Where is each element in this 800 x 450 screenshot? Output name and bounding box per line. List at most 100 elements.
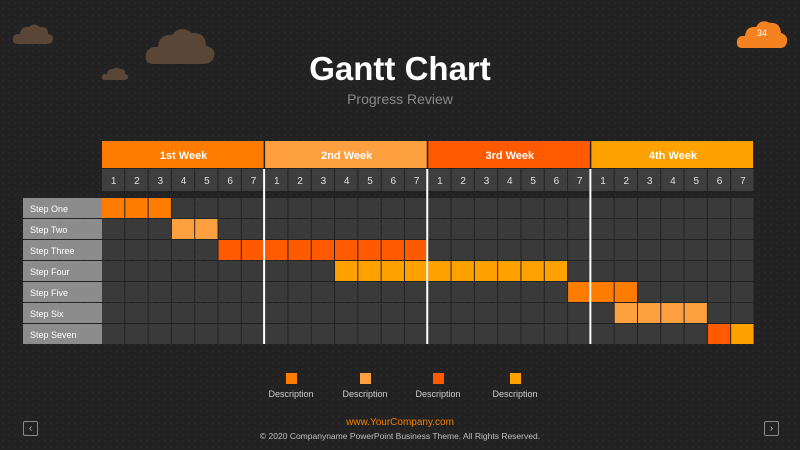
gantt-cell (498, 219, 521, 239)
gantt-cell (311, 240, 335, 260)
gantt-cell (102, 198, 125, 218)
day-number: 5 (367, 176, 373, 187)
gantt-cell (102, 324, 125, 344)
gantt-cell (428, 261, 451, 281)
legend-label: Description (492, 389, 538, 399)
gantt-cell (218, 303, 241, 323)
gantt-cell (241, 324, 265, 344)
legend-swatch (285, 373, 297, 384)
gantt-cell (614, 324, 637, 344)
gantt-cell (358, 324, 381, 344)
gantt-cell (171, 240, 195, 260)
week-header (102, 141, 264, 168)
gantt-cell (637, 303, 661, 323)
gantt-cell (125, 282, 148, 302)
gantt-cell (498, 198, 521, 218)
gantt-cell (684, 324, 707, 344)
legend-item: Description (403, 373, 473, 399)
gantt-cell (148, 282, 171, 302)
gantt-cell (474, 198, 498, 218)
day-header-cell (335, 169, 358, 191)
day-header-cell (544, 169, 568, 191)
gantt-cell (404, 303, 428, 323)
gantt-cell (241, 303, 265, 323)
gantt-cell (171, 324, 195, 344)
gantt-cell (265, 261, 288, 281)
gantt-cell (195, 219, 218, 239)
gantt-cell (591, 282, 614, 302)
gantt-cell (568, 324, 591, 344)
gantt-cell (404, 324, 428, 344)
gantt-cell (265, 219, 288, 239)
day-header-cell (171, 169, 195, 191)
prev-slide-button[interactable]: ‹ (23, 421, 38, 436)
next-slide-button[interactable]: › (764, 421, 779, 436)
day-header-cell (731, 169, 754, 191)
day-header-cell (591, 169, 614, 191)
gantt-cell (521, 219, 544, 239)
day-header-cell (707, 169, 731, 191)
day-number: 4 (181, 176, 187, 187)
day-number: 2 (624, 176, 630, 187)
day-number: 4 (344, 176, 350, 187)
gantt-cell (707, 303, 731, 323)
gantt-cell (474, 261, 498, 281)
gantt-cell (335, 198, 358, 218)
gantt-cell (614, 198, 637, 218)
task-label: Step One (30, 204, 68, 214)
gantt-cell (125, 240, 148, 260)
footer-url[interactable]: www.YourCompany.com (346, 417, 454, 428)
gantt-cell (498, 282, 521, 302)
gantt-cell (335, 219, 358, 239)
task-label: Step Six (30, 309, 64, 319)
gantt-cell (568, 303, 591, 323)
gantt-cell (661, 219, 684, 239)
day-header-cell (451, 169, 474, 191)
week-header-label: 1st Week (160, 150, 208, 162)
gantt-cell (102, 261, 125, 281)
gantt-cell (241, 219, 265, 239)
gantt-cell (731, 261, 754, 281)
day-number: 6 (554, 176, 560, 187)
gantt-cell (544, 324, 568, 344)
cloud-icon (145, 28, 215, 64)
gantt-cell (614, 240, 637, 260)
gantt-cell (195, 282, 218, 302)
gantt-cell (102, 303, 125, 323)
gantt-cell (451, 219, 474, 239)
day-header-cell (661, 169, 684, 191)
gantt-cell (102, 282, 125, 302)
gantt-cell (568, 219, 591, 239)
gantt-cell (684, 198, 707, 218)
day-header-cell (358, 169, 381, 191)
gantt-cell (195, 240, 218, 260)
legend-item: Description (480, 373, 550, 399)
gantt-cell (381, 198, 404, 218)
day-number: 1 (111, 176, 117, 187)
slide-number-badge: 34 (736, 16, 788, 50)
gantt-cell (428, 219, 451, 239)
day-header-cell (521, 169, 544, 191)
gantt-cell (707, 324, 731, 344)
day-header-cell (148, 169, 171, 191)
day-number: 5 (204, 176, 210, 187)
gantt-cell (474, 219, 498, 239)
day-number: 6 (717, 176, 723, 187)
gantt-cell (171, 198, 195, 218)
gantt-cell (637, 219, 661, 239)
gantt-cell (358, 261, 381, 281)
day-number: 7 (251, 176, 257, 187)
week-header-label: 3rd Week (485, 150, 535, 162)
gantt-cell (451, 198, 474, 218)
gantt-cell (498, 324, 521, 344)
gantt-cell (544, 303, 568, 323)
gantt-cell (498, 303, 521, 323)
gantt-cell (311, 303, 335, 323)
gantt-cell (428, 282, 451, 302)
gantt-cell (404, 198, 428, 218)
day-header-cell (218, 169, 241, 191)
gantt-cell (707, 198, 731, 218)
gantt-cell (544, 198, 568, 218)
week-header (265, 141, 427, 168)
